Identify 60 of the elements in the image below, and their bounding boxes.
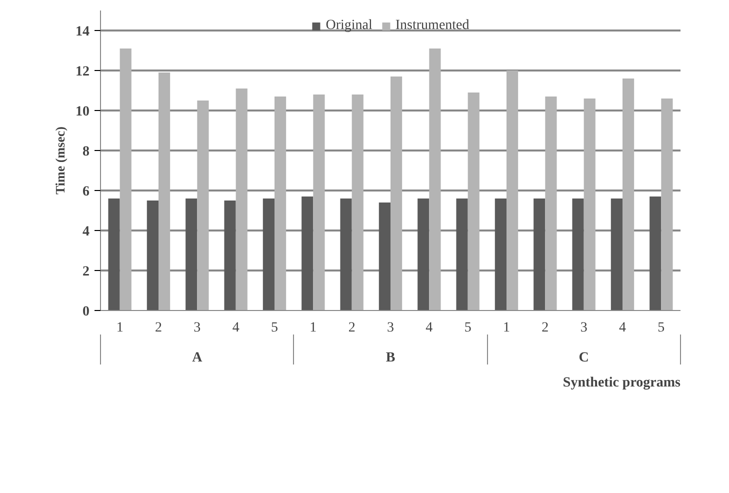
x-tick-label: 4 xyxy=(232,320,240,336)
x-tick-label: 1 xyxy=(116,320,124,336)
y-tick-label: 0 xyxy=(82,304,90,320)
x-tick-label: 2 xyxy=(542,320,549,336)
legend-label: Instrumented xyxy=(395,18,470,34)
y-tick-label: 10 xyxy=(76,104,90,120)
y-tick-label: 12 xyxy=(76,64,90,80)
y-tick-label: 8 xyxy=(82,144,90,160)
bar xyxy=(622,78,634,310)
bar xyxy=(146,200,158,310)
x-tick-label: 5 xyxy=(271,320,278,336)
bar xyxy=(340,198,352,310)
bar xyxy=(378,202,390,310)
bar xyxy=(494,198,506,310)
x-tick-label: 4 xyxy=(619,320,626,336)
text: B xyxy=(386,350,396,366)
x-tick-label: 1 xyxy=(503,320,510,336)
bar xyxy=(236,88,248,310)
bar xyxy=(418,198,430,310)
bar xyxy=(108,198,120,310)
bar xyxy=(274,96,286,310)
bar xyxy=(390,76,402,310)
bar xyxy=(650,196,662,310)
x-tick-label: 5 xyxy=(464,320,472,336)
bar xyxy=(224,200,236,310)
bar xyxy=(661,98,673,310)
bar xyxy=(302,196,314,310)
y-tick-label: 4 xyxy=(82,224,90,240)
bar xyxy=(313,94,325,310)
bar xyxy=(197,100,209,310)
x-tick-label: 3 xyxy=(580,320,588,336)
x-tick-label: 3 xyxy=(387,320,394,336)
x-tick-label: 2 xyxy=(155,320,162,336)
bar xyxy=(584,98,596,310)
x-tick-label: 2 xyxy=(348,320,356,336)
y-tick-label: 6 xyxy=(82,184,90,200)
bar xyxy=(429,48,441,310)
x-tick-label: 3 xyxy=(194,320,201,336)
bar xyxy=(120,48,132,310)
bar xyxy=(545,96,557,310)
y-axis-title: Time (msec) xyxy=(52,126,68,194)
y-tick-label: 2 xyxy=(82,264,90,280)
legend-label: Original xyxy=(326,18,372,34)
x-tick-label: 1 xyxy=(310,320,317,336)
bar xyxy=(158,72,170,310)
x-axis-title: Synthetic programs xyxy=(562,376,682,390)
bar xyxy=(572,198,584,310)
bar xyxy=(534,198,546,310)
bar xyxy=(262,198,274,310)
x-tick-label: 5 xyxy=(658,320,665,336)
bar xyxy=(610,198,622,310)
y-tick-label: 14 xyxy=(76,24,90,40)
bar xyxy=(352,94,364,310)
bar xyxy=(456,198,468,310)
text: C xyxy=(578,350,589,366)
x-tick-label: 4 xyxy=(426,320,433,336)
bar xyxy=(506,70,518,310)
bar xyxy=(186,198,198,310)
bar xyxy=(468,92,480,310)
text: A xyxy=(192,350,204,366)
